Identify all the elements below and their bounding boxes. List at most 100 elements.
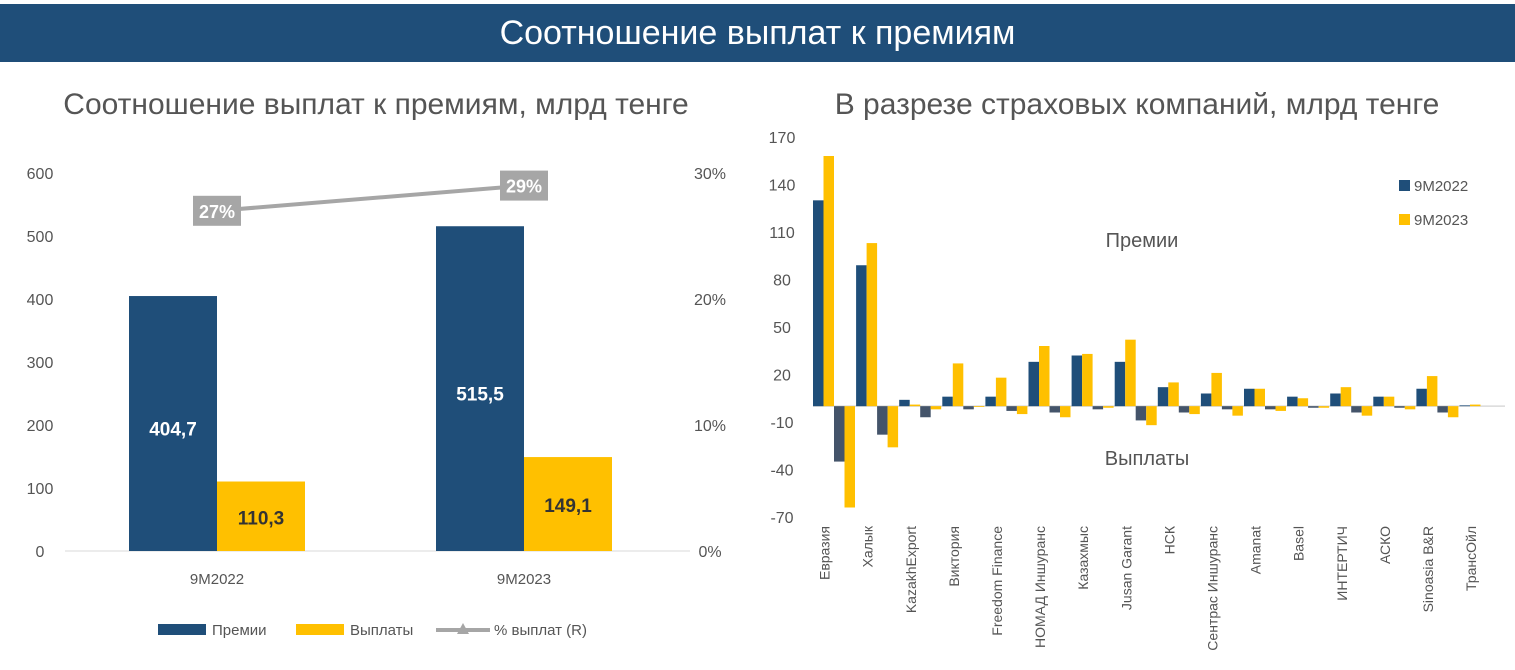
bar-payouts-9m2022 (1178, 406, 1190, 413)
annotation-premii: Премии (1106, 230, 1179, 252)
bar-payouts-9m2022 (1135, 406, 1147, 421)
company-label: Amanat (1248, 526, 1264, 574)
bar-premiums-9m2023 (1297, 398, 1309, 407)
bar-premiums-9m2022 (899, 399, 910, 407)
bar-premiums-9m2023 (1039, 346, 1050, 407)
bar-premiums-9m2023 (866, 243, 878, 407)
bar-premiums-9m2022 (1330, 393, 1341, 407)
right-y2-tick: 20% (694, 292, 726, 309)
bar-premiums-9m2022 (985, 396, 996, 407)
ratio-point-box (500, 170, 548, 201)
right-y-tick: 170 (769, 130, 796, 147)
legend-label-vyplaty: Выплаты (350, 622, 413, 639)
ratio-point-label: 27% (199, 202, 235, 222)
bar-payouts-9m2022 (1437, 406, 1448, 413)
page-header: Соотношение выплат к премиям (0, 4, 1515, 62)
company-label: Казахмыс (1075, 526, 1091, 590)
bar-premiums-9m2023 (1470, 404, 1481, 407)
bar-payouts-9m2023 (887, 406, 899, 448)
legend-label-premii: Премии (212, 622, 267, 639)
company-label: ТрансОйл (1463, 526, 1479, 591)
company-label: АСКО (1377, 526, 1393, 564)
bar-premiums-9m2022 (1028, 361, 1039, 407)
legend-swatch-premii (158, 624, 206, 635)
bar-label-premii: 404,7 (149, 420, 197, 441)
bar-payouts-9m2023 (1361, 406, 1373, 416)
company-label: Freedom Finance (989, 526, 1005, 636)
right-y2-tick: 10% (694, 418, 726, 435)
company-label: ИНТЕРТИЧ (1334, 526, 1350, 601)
bar-payouts-9m2022 (1351, 406, 1362, 413)
bar-premiums-9m2023 (995, 377, 1007, 407)
left-chart-title: Соотношение выплат к премиям, млрд тенге (63, 88, 688, 121)
left-y-tick: 600 (27, 166, 54, 183)
ratio-point-label: 29% (506, 177, 542, 197)
bar-premiums-9m2023 (909, 404, 921, 407)
bar-payouts-9m2023 (973, 406, 985, 407)
bar-payouts-9m2022 (877, 406, 888, 435)
bar-premiums-9m2022 (1071, 355, 1083, 407)
left-y-tick: 500 (27, 229, 54, 246)
bar-premiums-9m2022 (1200, 393, 1212, 407)
bar-payouts-9m2022 (1092, 406, 1104, 410)
bar-premiums-9m2022 (856, 265, 867, 407)
bar-label-vyplaty: 110,3 (238, 508, 285, 529)
bar-payouts-9m2023 (1103, 406, 1114, 408)
x-tick-label: 9M2023 (497, 571, 551, 588)
left-y-tick: 200 (27, 418, 54, 435)
left-y-tick: 300 (27, 355, 54, 372)
ratio-line (216, 183, 525, 213)
bar-payouts-9m2023 (1189, 406, 1200, 415)
bar-premiums-9m2023 (823, 156, 834, 407)
legend-swatch-9m2022 (1399, 180, 1410, 191)
bar-payouts-9m2022 (1308, 406, 1319, 408)
bar-premiums-9m2022 (1157, 387, 1169, 407)
bar-payouts-9m2023 (930, 406, 942, 410)
right-y-tick: -10 (770, 415, 793, 432)
company-label: Сентрас Иншуранс (1204, 526, 1220, 651)
bar-vyplaty (524, 457, 612, 551)
left-y-tick: 0 (36, 544, 45, 561)
company-label: Basel (1291, 526, 1307, 561)
annotation-vyplaty: Выплаты (1105, 448, 1189, 470)
ratio-point-box (193, 195, 241, 226)
bar-payouts-9m2023 (1318, 406, 1330, 408)
bar-premiums-9m2022 (1373, 396, 1384, 407)
bar-premiums-9m2023 (1254, 388, 1265, 407)
bar-premiums-9m2023 (1426, 376, 1438, 407)
bar-payouts-9m2022 (1394, 406, 1405, 408)
bar-payouts-9m2022 (834, 406, 845, 462)
right-y2-tick: 0% (698, 544, 721, 561)
bar-premiums-9m2022 (942, 396, 953, 407)
legend-swatch-9m2023 (1399, 214, 1410, 225)
bar-payouts-9m2023 (1232, 406, 1243, 416)
bar-payouts-9m2023 (1447, 406, 1459, 418)
bar-premiums-9m2022 (1459, 405, 1470, 407)
bar-payouts-9m2022 (1006, 406, 1017, 411)
company-label: НОМАД Иншуранс (1032, 526, 1048, 648)
left-y-tick: 400 (27, 292, 54, 309)
bar-premiums-9m2022 (1416, 388, 1427, 407)
bar-payouts-9m2023 (1060, 406, 1071, 418)
bar-payouts-9m2022 (1265, 406, 1276, 410)
bar-payouts-9m2023 (1146, 406, 1157, 426)
company-label: НСК (1161, 525, 1177, 554)
legend-label-ratio: % выплат (R) (494, 622, 587, 639)
bar-payouts-9m2023 (1275, 406, 1286, 411)
company-label: Sinoasia B&R (1420, 526, 1436, 612)
bar-premiums-9m2022 (1244, 388, 1255, 407)
right-y-tick: 50 (773, 320, 791, 337)
page-title: Соотношение выплат к премиям (499, 14, 1016, 52)
company-label: Евразия (817, 526, 833, 580)
bar-premii (129, 296, 217, 551)
bar-label-premii: 515,5 (456, 385, 504, 406)
bar-premii (436, 226, 524, 552)
bar-payouts-9m2022 (1221, 406, 1233, 410)
bar-premiums-9m2023 (1383, 396, 1395, 407)
bar-premiums-9m2022 (813, 200, 824, 407)
right-y-tick: 80 (773, 273, 791, 290)
bar-premiums-9m2022 (1287, 396, 1298, 407)
bar-premiums-9m2023 (1211, 372, 1222, 407)
bar-premiums-9m2023 (1082, 353, 1093, 407)
